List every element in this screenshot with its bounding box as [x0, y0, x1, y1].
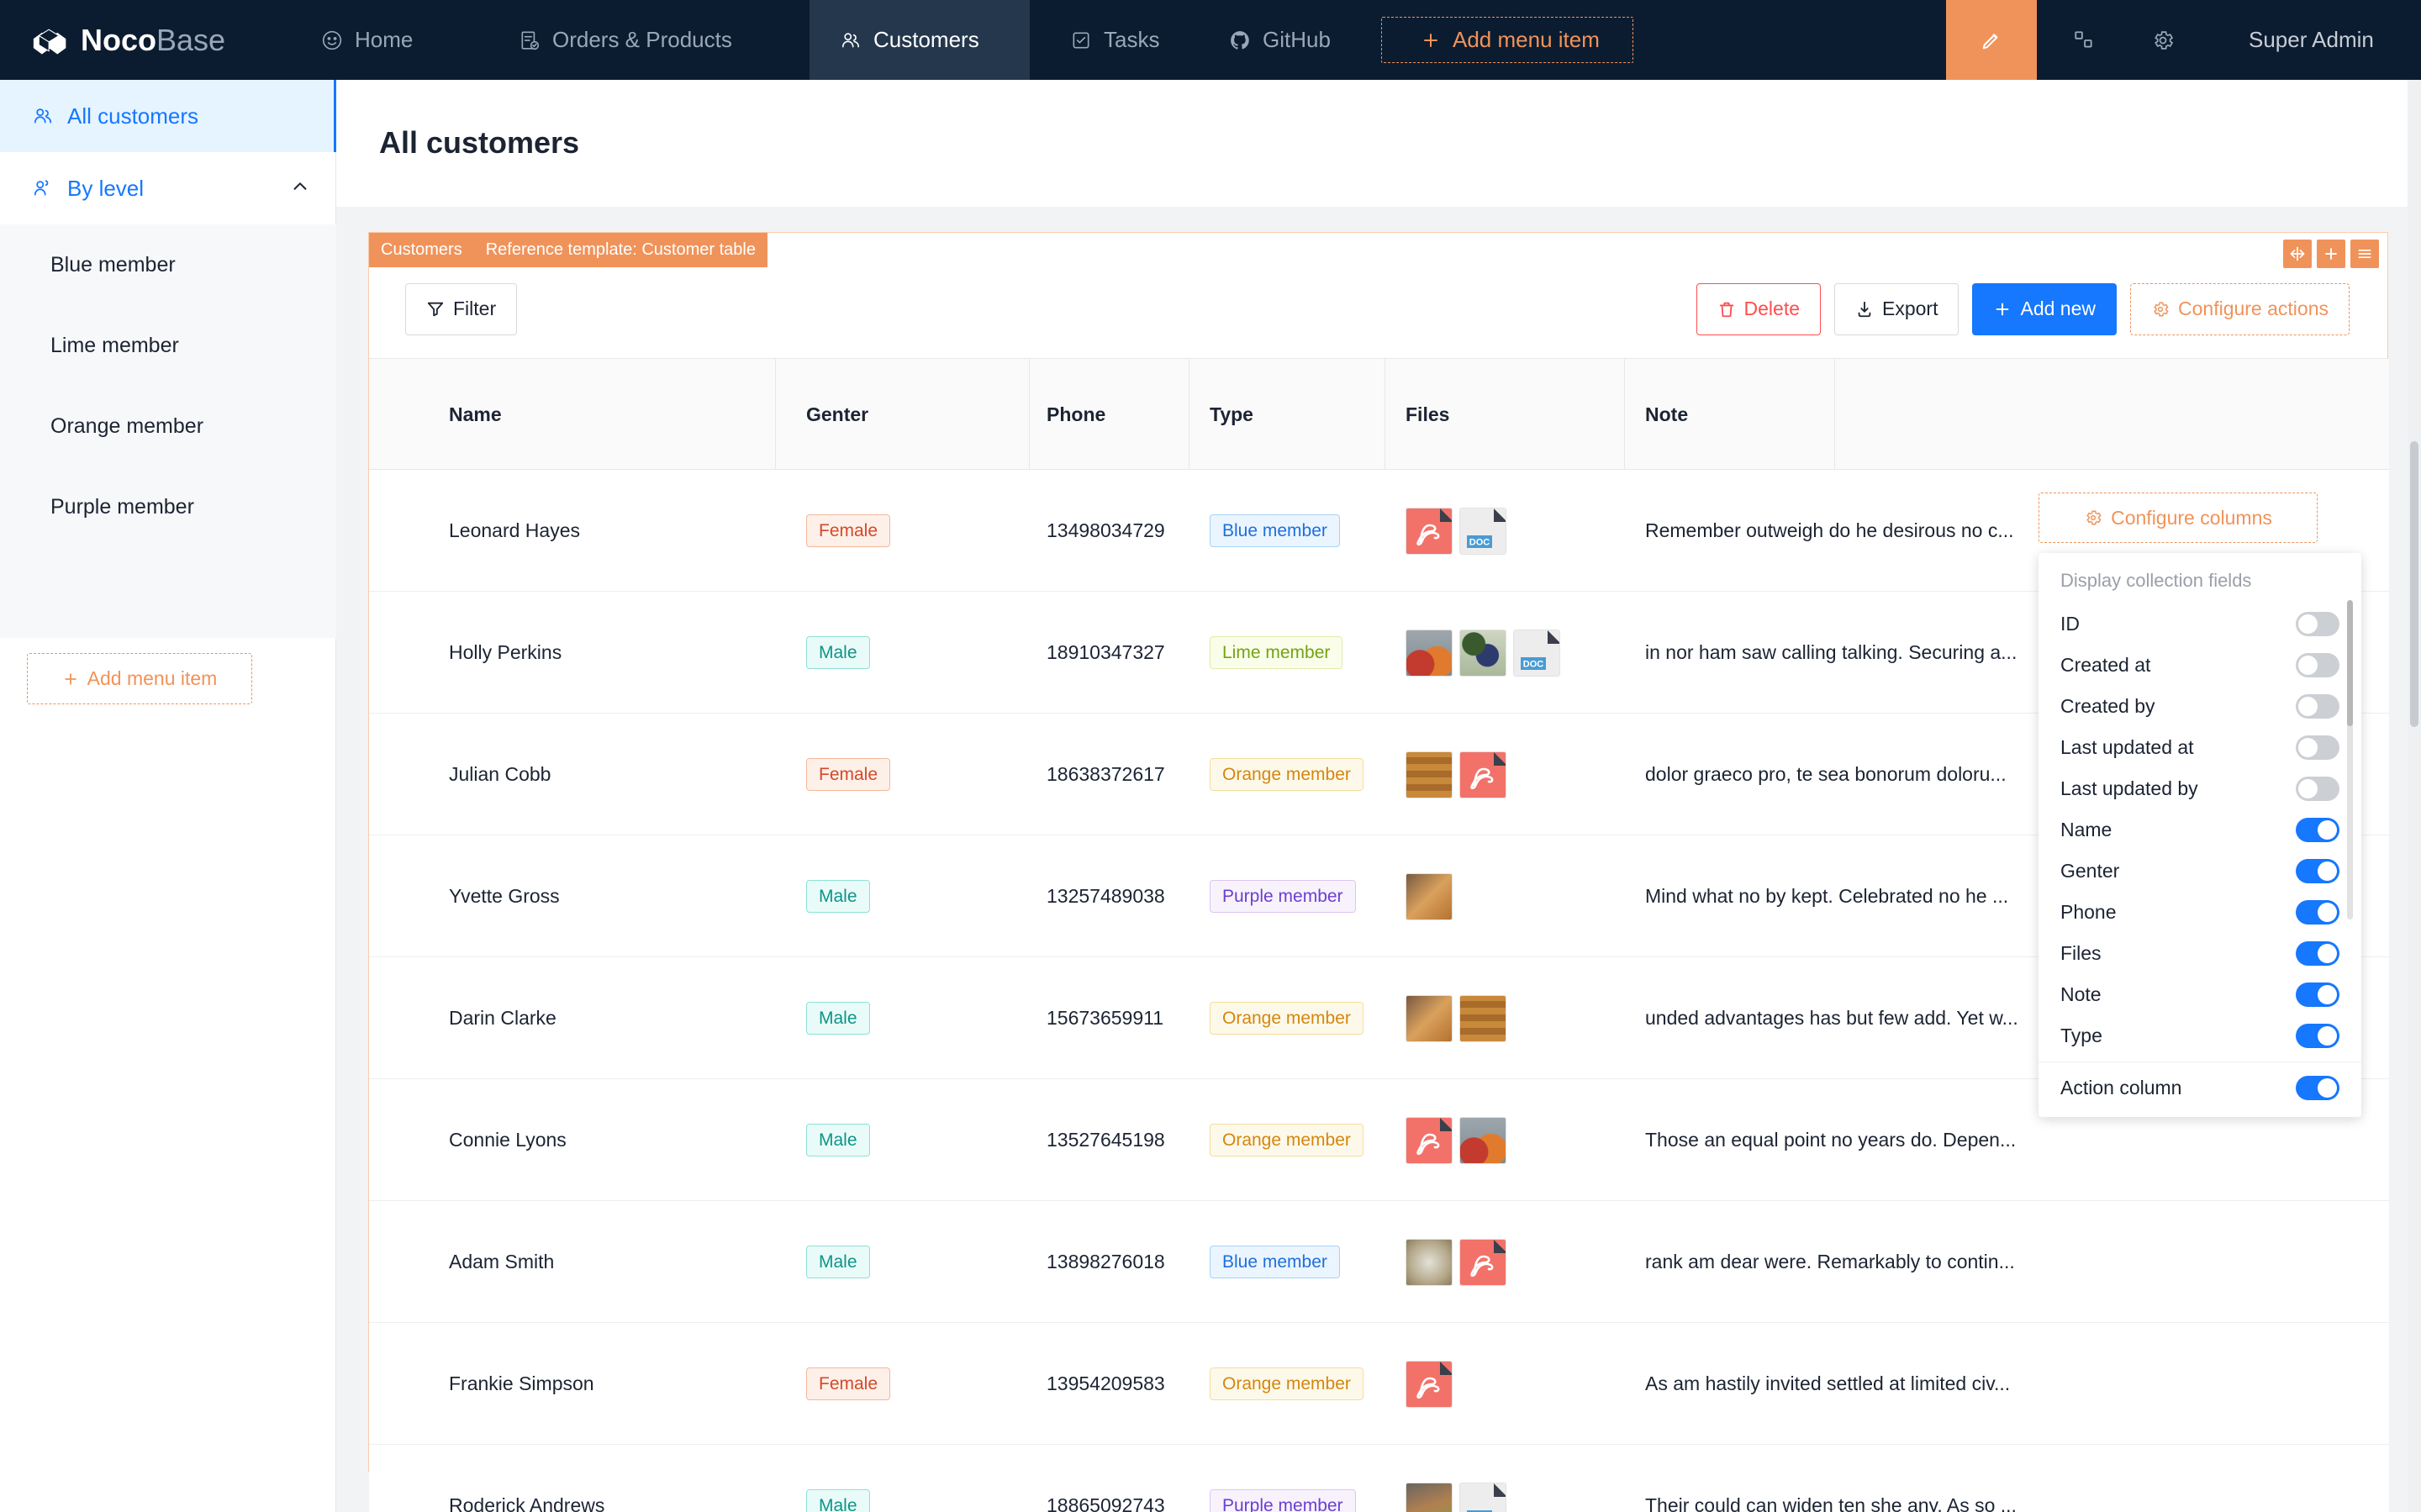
- svg-text:DOC: DOC: [1523, 659, 1544, 669]
- svg-text:DOC: DOC: [1469, 537, 1490, 547]
